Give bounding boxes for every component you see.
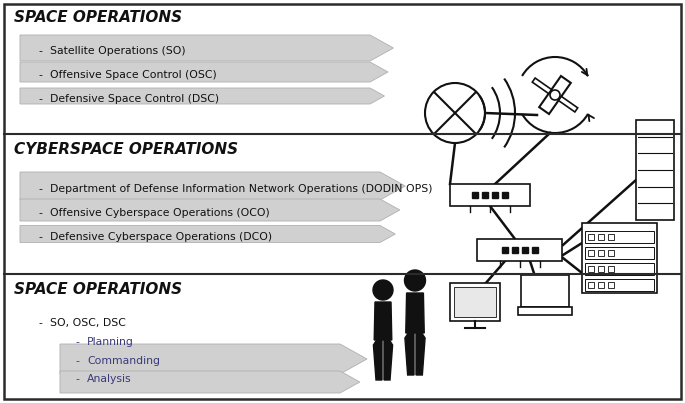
Bar bbox=[532, 247, 538, 253]
Polygon shape bbox=[384, 340, 393, 380]
Bar bbox=[450, 283, 500, 321]
Text: Defensive Space Control (DSC): Defensive Space Control (DSC) bbox=[50, 94, 219, 104]
Bar bbox=[586, 263, 654, 275]
Text: -: - bbox=[38, 208, 42, 218]
Circle shape bbox=[425, 83, 485, 143]
Bar bbox=[512, 247, 518, 253]
Polygon shape bbox=[406, 293, 424, 333]
Bar bbox=[477, 239, 562, 261]
Bar bbox=[608, 234, 614, 240]
Bar bbox=[608, 282, 614, 288]
Polygon shape bbox=[374, 302, 392, 340]
Text: -: - bbox=[38, 94, 42, 104]
Text: Department of Defense Information Network Operations (DODIN OPS): Department of Defense Information Networ… bbox=[50, 184, 432, 194]
Polygon shape bbox=[532, 78, 551, 93]
Polygon shape bbox=[373, 340, 382, 380]
Bar bbox=[482, 192, 488, 198]
Polygon shape bbox=[60, 344, 367, 374]
Polygon shape bbox=[416, 333, 425, 375]
Bar bbox=[588, 266, 595, 272]
Bar bbox=[582, 223, 658, 293]
Bar bbox=[599, 250, 604, 256]
Polygon shape bbox=[20, 88, 384, 104]
Polygon shape bbox=[405, 333, 414, 375]
Text: Analysis: Analysis bbox=[87, 374, 132, 384]
Bar bbox=[599, 266, 604, 272]
Text: Offensive Space Control (OSC): Offensive Space Control (OSC) bbox=[50, 70, 216, 80]
Polygon shape bbox=[20, 35, 393, 61]
Bar bbox=[608, 266, 614, 272]
Text: -: - bbox=[38, 46, 42, 56]
Bar bbox=[586, 247, 654, 259]
Text: Planning: Planning bbox=[87, 337, 134, 347]
Bar bbox=[502, 192, 508, 198]
Text: -: - bbox=[38, 184, 42, 194]
Circle shape bbox=[550, 90, 560, 100]
Text: Satellite Operations (SO): Satellite Operations (SO) bbox=[50, 46, 186, 56]
Text: -: - bbox=[75, 337, 79, 347]
Bar bbox=[522, 247, 528, 253]
Polygon shape bbox=[539, 76, 571, 114]
Polygon shape bbox=[20, 62, 388, 82]
Polygon shape bbox=[20, 172, 406, 200]
Text: SO, OSC, DSC: SO, OSC, DSC bbox=[50, 318, 126, 328]
Bar bbox=[521, 275, 569, 307]
Bar bbox=[588, 250, 595, 256]
Text: Offensive Cyberspace Operations (OCO): Offensive Cyberspace Operations (OCO) bbox=[50, 208, 270, 218]
Bar bbox=[588, 234, 595, 240]
Polygon shape bbox=[20, 199, 400, 221]
Text: -: - bbox=[75, 356, 79, 366]
Text: Commanding: Commanding bbox=[87, 356, 160, 366]
Bar bbox=[450, 184, 530, 206]
Polygon shape bbox=[20, 226, 395, 243]
Text: -: - bbox=[75, 374, 79, 384]
Circle shape bbox=[373, 280, 393, 300]
Bar bbox=[502, 247, 508, 253]
Polygon shape bbox=[60, 371, 360, 393]
Bar bbox=[454, 287, 496, 317]
Circle shape bbox=[405, 270, 425, 291]
Bar bbox=[599, 282, 604, 288]
Bar bbox=[518, 307, 572, 315]
Bar bbox=[586, 279, 654, 291]
Text: SPACE OPERATIONS: SPACE OPERATIONS bbox=[14, 282, 182, 297]
Bar bbox=[472, 192, 478, 198]
Bar bbox=[608, 250, 614, 256]
Text: Defensive Cyberspace Operations (DCO): Defensive Cyberspace Operations (DCO) bbox=[50, 232, 272, 242]
Text: CYBERSPACE OPERATIONS: CYBERSPACE OPERATIONS bbox=[14, 142, 238, 157]
Polygon shape bbox=[558, 96, 577, 112]
Text: SPACE OPERATIONS: SPACE OPERATIONS bbox=[14, 10, 182, 25]
Text: -: - bbox=[38, 232, 42, 242]
Bar bbox=[492, 192, 498, 198]
Bar bbox=[588, 282, 595, 288]
Bar bbox=[586, 231, 654, 243]
Text: -: - bbox=[38, 318, 42, 328]
Text: -: - bbox=[38, 70, 42, 80]
Bar bbox=[599, 234, 604, 240]
Bar bbox=[636, 120, 674, 220]
